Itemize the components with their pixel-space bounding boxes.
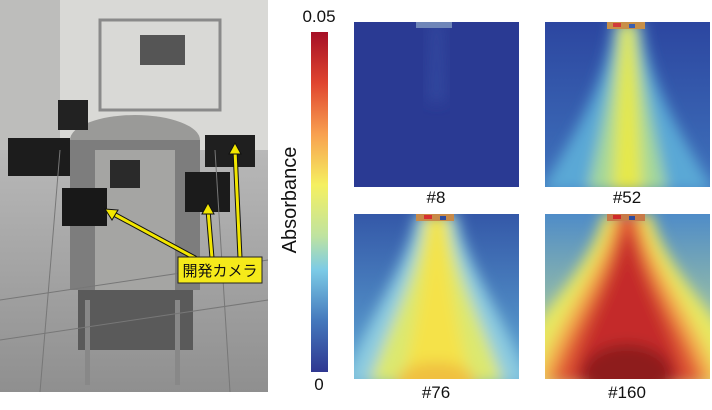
heatmap-panel-part-part <box>607 214 645 221</box>
colorbar-max: 0.05 <box>302 7 335 26</box>
colorbar-min: 0 <box>314 375 323 394</box>
heatmap-panel: #52 <box>545 22 710 207</box>
heatmap-panel-part-part <box>440 216 446 220</box>
heatmap-panel-part-part <box>613 215 621 219</box>
apparatus-photo-part <box>175 300 180 385</box>
colorbar-label: Absorbance <box>279 147 301 254</box>
heatmap-panel-part-part-part <box>582 344 672 379</box>
heatmap-panel-part-part-part <box>612 22 643 187</box>
apparatus-photo-part <box>110 160 140 188</box>
heatmap-panel-part <box>354 214 519 379</box>
panel-label: #76 <box>422 383 450 402</box>
apparatus-photo-part-part <box>201 201 215 215</box>
heatmap-panel-part-part <box>607 22 645 29</box>
heatmap-panel-part-part-part <box>402 214 471 379</box>
panel-label: #160 <box>608 383 646 402</box>
apparatus-photo-part <box>205 135 255 167</box>
panel-label: #8 <box>427 188 446 207</box>
apparatus-photo-part <box>108 148 242 260</box>
heatmap-panel-part-part <box>613 23 621 27</box>
apparatus-photo-part <box>0 149 269 393</box>
apparatus-photo-part-part <box>108 210 197 260</box>
apparatus-photo: 開発カメラ <box>0 0 269 393</box>
apparatus-photo-part-part <box>206 208 214 260</box>
apparatus-photo-part-part <box>228 141 242 155</box>
colorbar: 0.05 0 Absorbance <box>279 7 336 394</box>
heatmap-panel-part-part-part <box>397 362 475 379</box>
apparatus-photo-part-part <box>104 208 119 221</box>
heatmap-panel-part-part <box>545 22 710 187</box>
apparatus-photo-part <box>0 0 60 150</box>
apparatus-photo-part <box>177 256 263 284</box>
heatmap-panel: #76 <box>354 214 519 402</box>
apparatus-photo-part <box>62 188 107 226</box>
heatmap-panel-part-part <box>424 215 432 219</box>
heatmap-panel-part-part-part <box>427 22 446 102</box>
heatmap-panel-part <box>545 214 710 379</box>
heatmap-panel-part-part <box>629 216 635 220</box>
panel-label: #52 <box>613 188 641 207</box>
heatmap-panel-part-part <box>416 214 454 221</box>
heatmap-panel-part-part <box>354 214 519 379</box>
heatmap-panel-part-part-part <box>571 234 684 379</box>
heatmap-panel-part <box>545 22 710 187</box>
apparatus-photo-part-part <box>233 148 242 260</box>
heatmap-panel: #160 <box>545 214 710 402</box>
camera-label: 開発カメラ <box>182 263 257 280</box>
heatmap-panel-part-part <box>629 24 635 28</box>
apparatus-photo-part <box>98 18 222 112</box>
heatmap-panel-part-part <box>416 22 452 28</box>
heatmap-panel-part-part <box>545 214 710 379</box>
apparatus-photo-part <box>140 35 185 65</box>
apparatus-photo-part <box>58 100 88 130</box>
heatmap-panel: #8 <box>354 22 519 207</box>
apparatus-photo-part <box>85 300 90 385</box>
apparatus-photo-part <box>8 138 70 176</box>
colorbar-gradient <box>311 32 328 372</box>
heatmap-panel-part-part <box>427 22 446 102</box>
apparatus-photo-part <box>104 141 242 221</box>
heatmap-panel-part <box>354 22 519 187</box>
